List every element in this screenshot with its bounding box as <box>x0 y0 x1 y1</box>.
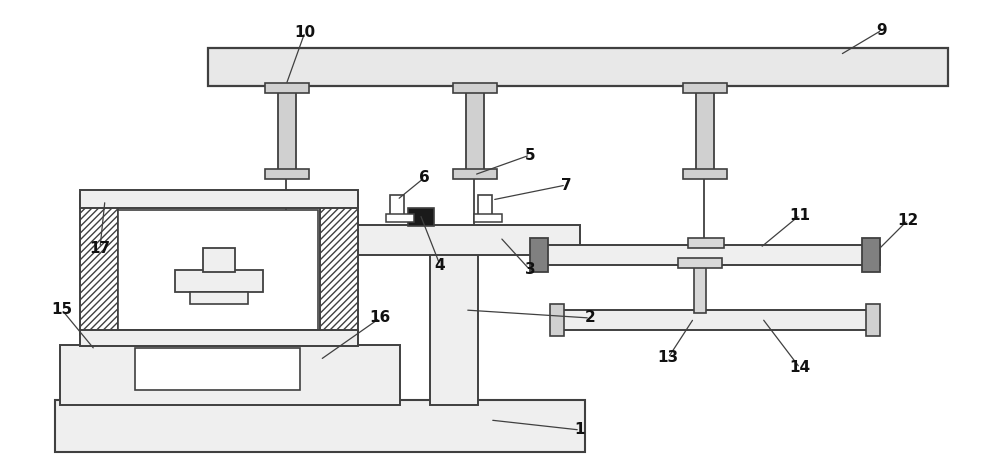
Bar <box>190 292 248 304</box>
Bar <box>478 195 492 217</box>
Text: 1: 1 <box>575 422 585 438</box>
Text: 15: 15 <box>51 302 73 318</box>
Bar <box>694 265 706 313</box>
Bar <box>683 83 727 93</box>
Bar <box>118 210 318 330</box>
Text: 11: 11 <box>790 208 810 222</box>
Bar <box>386 214 414 222</box>
Bar <box>430 230 478 405</box>
Bar <box>80 330 358 346</box>
Bar <box>203 248 235 272</box>
Bar <box>862 238 880 272</box>
Bar <box>175 270 263 292</box>
Bar <box>55 400 585 452</box>
Bar <box>678 258 722 268</box>
Bar <box>453 169 497 179</box>
Bar <box>558 310 873 330</box>
Bar <box>80 190 358 208</box>
Bar <box>265 83 309 93</box>
Bar <box>453 83 497 93</box>
Text: 5: 5 <box>525 147 535 163</box>
Bar <box>466 86 484 171</box>
Text: 4: 4 <box>435 257 445 273</box>
Text: 14: 14 <box>789 361 811 375</box>
Text: 17: 17 <box>89 240 111 255</box>
Bar <box>278 86 296 171</box>
Bar <box>696 86 714 171</box>
Text: 12: 12 <box>897 212 919 228</box>
Text: 7: 7 <box>561 177 571 192</box>
Text: 3: 3 <box>525 263 535 277</box>
Bar <box>350 225 580 255</box>
Bar <box>530 238 548 272</box>
Bar <box>540 245 880 265</box>
Bar <box>80 195 118 335</box>
Text: 9: 9 <box>877 22 887 37</box>
Bar <box>550 304 564 336</box>
Bar <box>320 195 358 335</box>
Bar <box>688 238 724 248</box>
Bar <box>60 345 400 405</box>
Bar <box>265 169 309 179</box>
Bar <box>683 169 727 179</box>
Text: 2: 2 <box>585 310 595 326</box>
Bar <box>866 304 880 336</box>
Text: 10: 10 <box>294 25 316 39</box>
Bar <box>135 348 300 390</box>
Bar <box>408 208 434 226</box>
Bar <box>474 214 502 222</box>
Text: 13: 13 <box>657 350 679 365</box>
Text: 16: 16 <box>369 310 391 326</box>
Bar <box>208 48 948 86</box>
Bar <box>390 195 404 217</box>
Text: 6: 6 <box>419 171 429 185</box>
